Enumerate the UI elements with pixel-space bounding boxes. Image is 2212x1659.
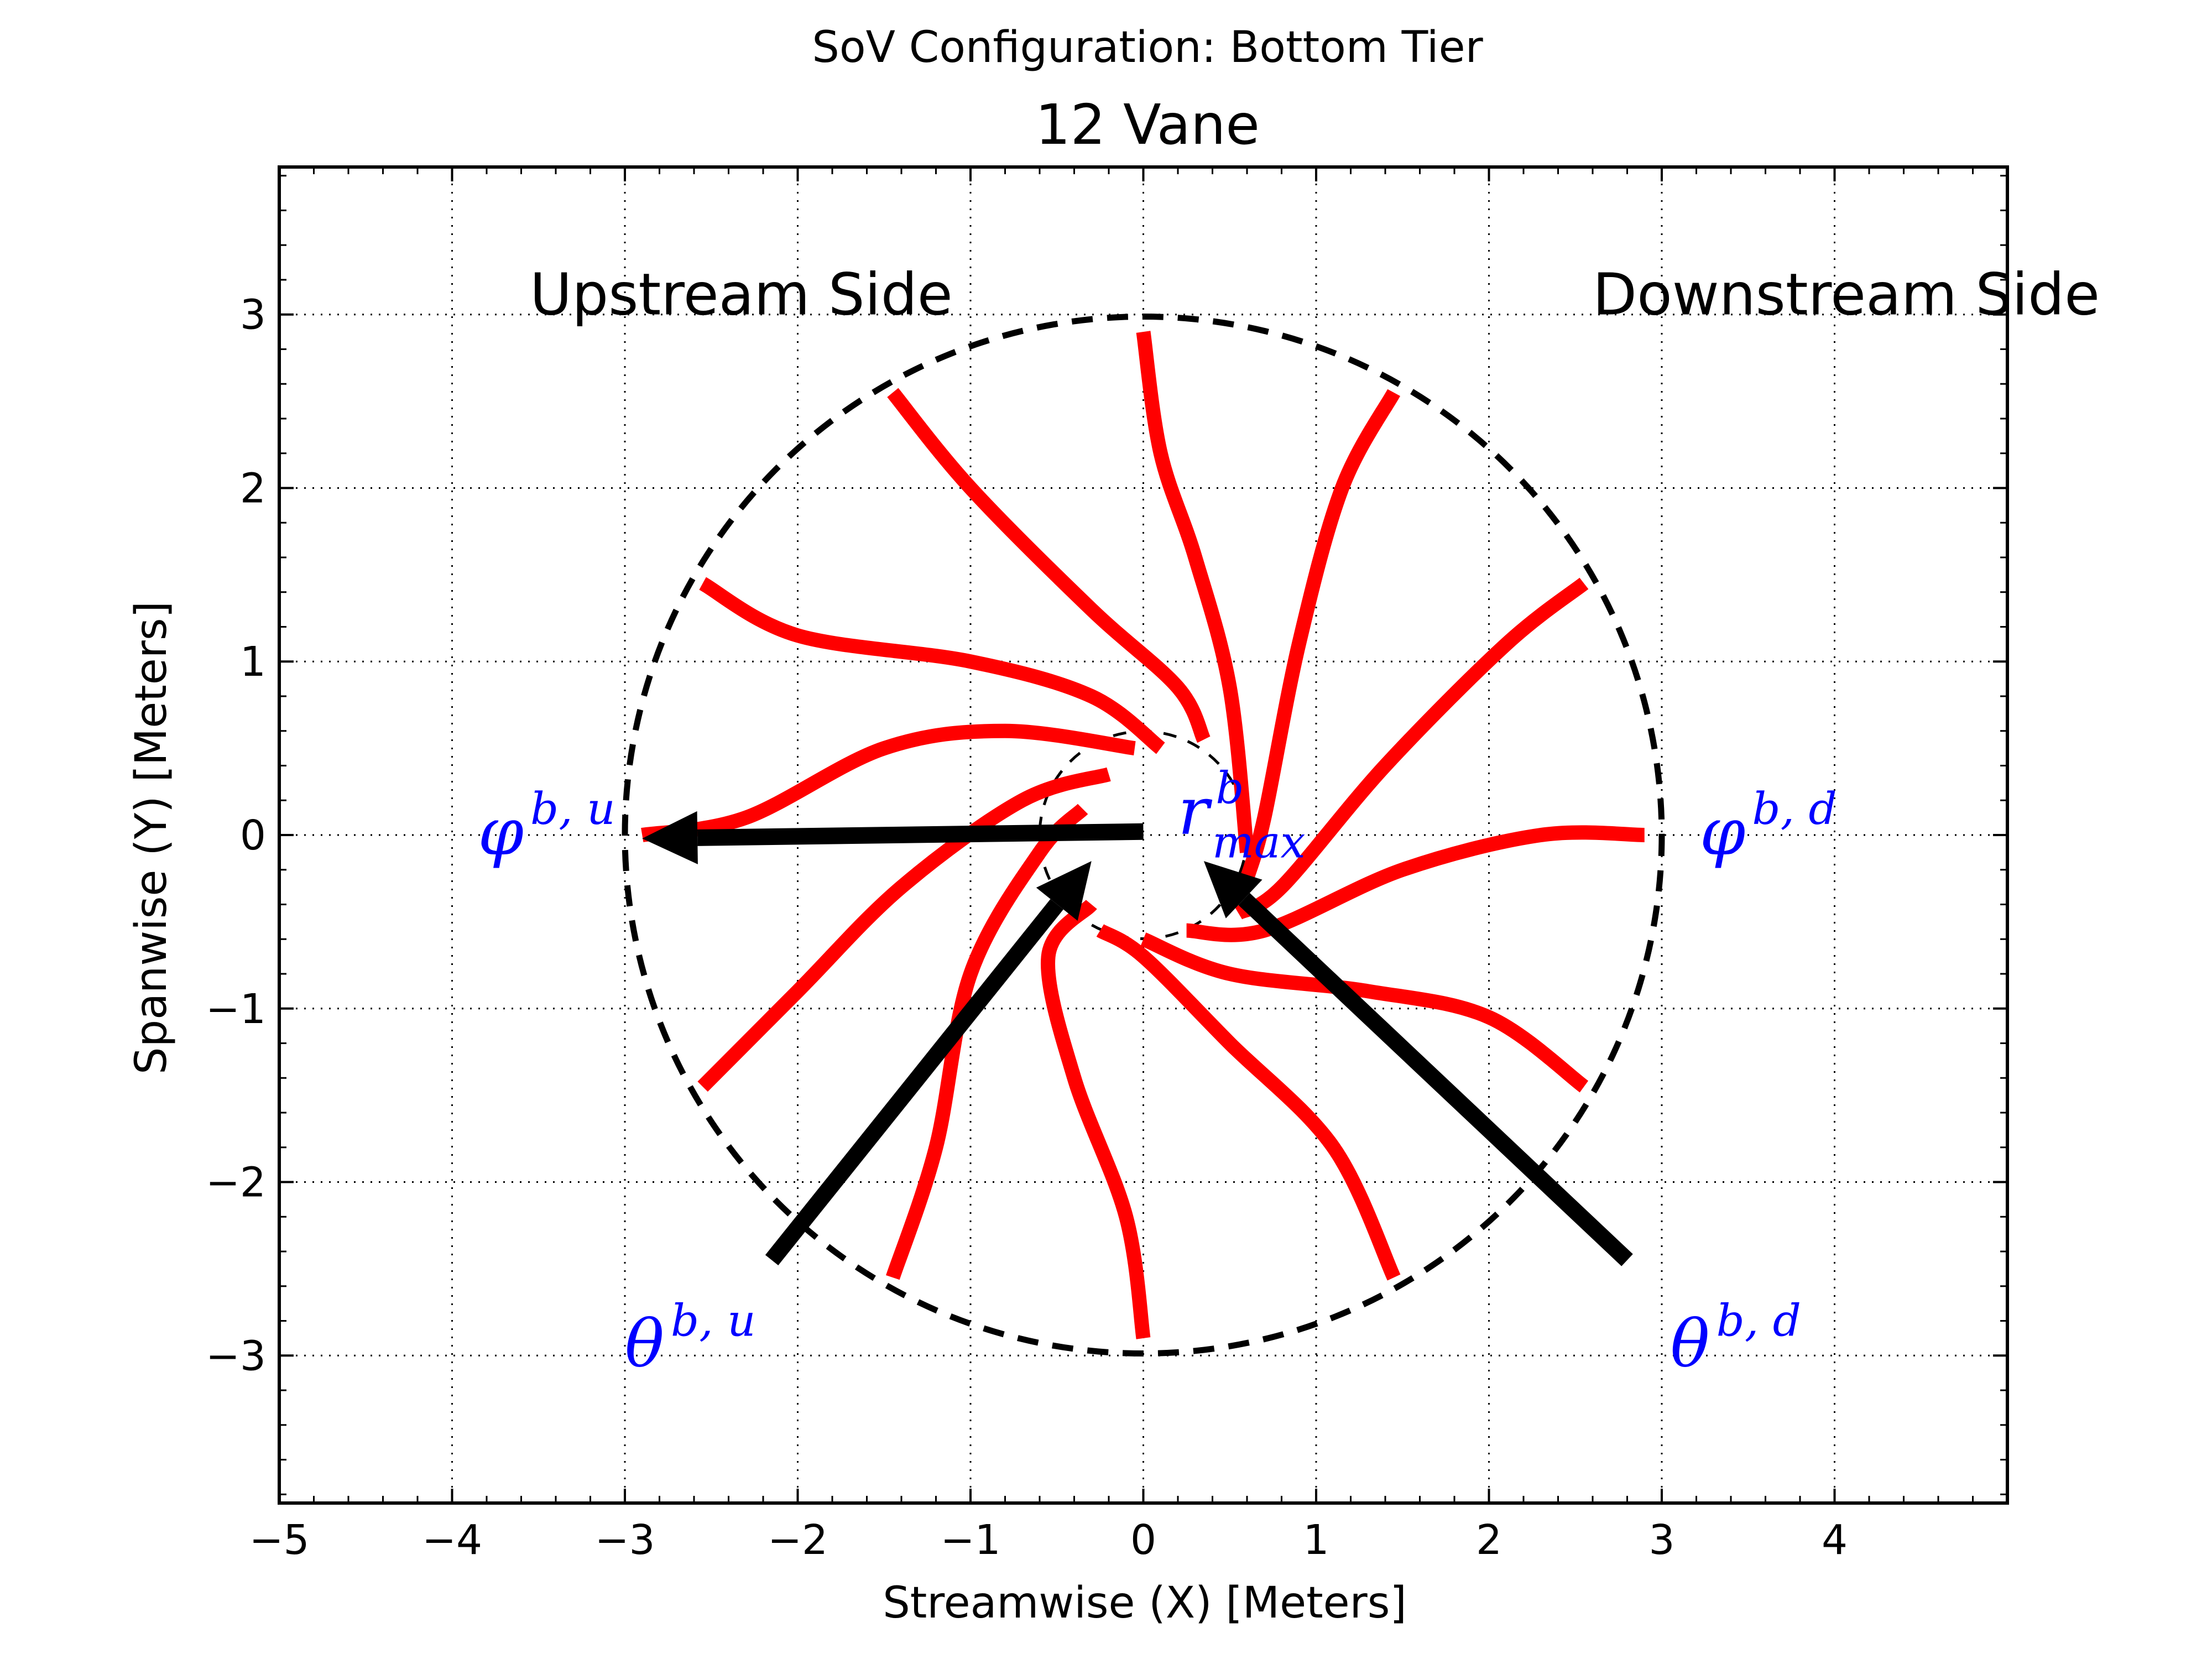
plot-area: Upstream Side Downstream Side φ b, u φ b, d θ b… (278, 167, 2100, 1503)
math-label: θ b, u (625, 1295, 756, 1382)
arrow-shaft (697, 823, 1144, 846)
math-label: θ b, d (1671, 1295, 1801, 1382)
y-tick-label: −1 (206, 985, 266, 1033)
annotation-label: Upstream Side (530, 261, 953, 328)
y-tick-label: −3 (206, 1332, 266, 1380)
x-tick-label: −4 (422, 1516, 482, 1564)
y-axis-label: Spanwise (Y) [Meters] (127, 601, 176, 1074)
x-tick-label: 0 (1130, 1516, 1156, 1564)
annotation-layer: Upstream Side Downstream Side φ b, u φ b, d θ b… (478, 261, 2100, 1382)
x-tick-label: −3 (594, 1516, 655, 1564)
arrow-head (642, 811, 698, 864)
math-label: φ b, u (478, 783, 615, 870)
y-tick-label: 3 (240, 291, 266, 339)
vane-7 (1041, 899, 1151, 1339)
tick-layer: −5 −4 −3 −2 −1 0 1 2 3 4 −3 −2 −1 0 1 2 3 (206, 167, 2008, 1564)
chart-title: 12 Vane (1035, 92, 1260, 157)
x-tick-label: −5 (249, 1516, 309, 1564)
x-tick-label: −1 (940, 1516, 1000, 1564)
arrow-shaft (1238, 893, 1633, 1266)
vane-10 (641, 723, 1136, 842)
arrow-1 (642, 811, 1144, 864)
annotation-label: Downstream Side (1593, 261, 2100, 328)
y-tick-label: 0 (240, 812, 266, 859)
chart-suptitle: SoV Configuration: Bottom Tier (812, 23, 1483, 72)
vane-6 (1096, 924, 1401, 1281)
x-axis-label: Streamwise (X) [Meters] (883, 1578, 1407, 1628)
vane-11 (699, 577, 1165, 754)
outer-boundary-circle (622, 314, 1665, 1357)
arrow-3 (1203, 861, 1633, 1266)
arrow-2 (765, 861, 1092, 1266)
vane-12 (887, 388, 1211, 743)
x-tick-label: 2 (1476, 1516, 1502, 1564)
vane-5 (1140, 932, 1589, 1093)
vane-9 (697, 767, 1111, 1092)
y-tick-label: −2 (206, 1159, 266, 1207)
y-tick-label: 1 (240, 638, 266, 686)
x-tick-label: 4 (1822, 1516, 1848, 1564)
vane-layer (641, 331, 1645, 1339)
y-tick-label: 2 (240, 465, 266, 512)
vane-3 (1234, 577, 1589, 920)
vane-1 (1136, 331, 1254, 853)
arrow-layer (642, 811, 1633, 1266)
vane-8 (886, 804, 1088, 1280)
arrow-head (1036, 861, 1092, 921)
math-label: r b max (1178, 762, 1306, 868)
vane-2 (1240, 389, 1401, 881)
arrow-head (1203, 861, 1262, 919)
arrow-shaft (765, 899, 1063, 1266)
x-tick-label: 1 (1303, 1516, 1329, 1564)
vane-4 (1186, 825, 1645, 942)
x-tick-label: −2 (768, 1516, 828, 1564)
math-label: φ b, d (1700, 783, 1837, 870)
x-tick-label: 3 (1648, 1516, 1674, 1564)
